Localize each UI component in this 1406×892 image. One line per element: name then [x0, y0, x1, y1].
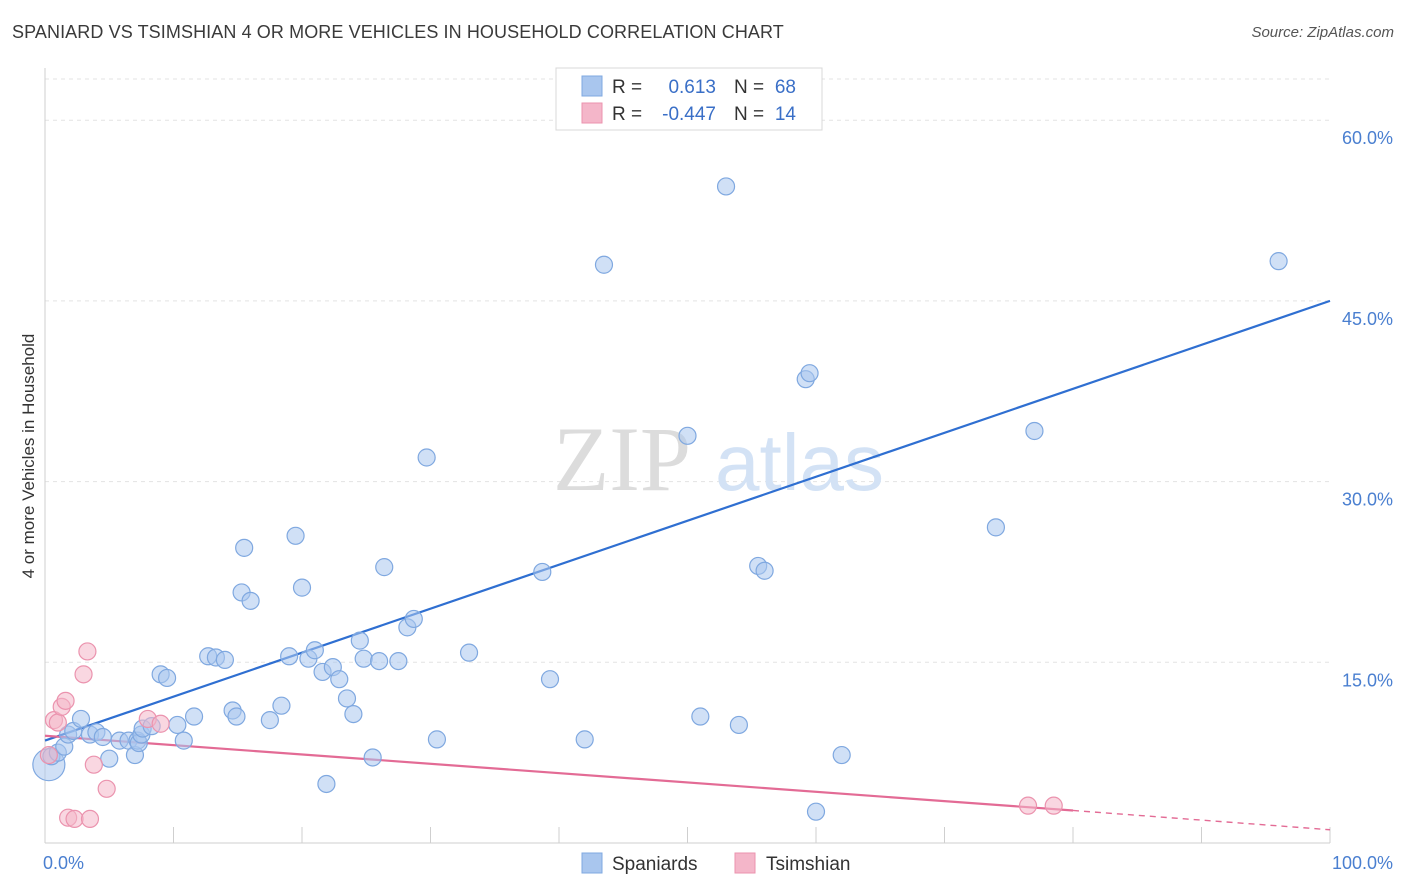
point-spaniards-59	[594, 255, 614, 274]
stats-r-label-spaniards: R =	[612, 77, 642, 98]
point-tsimshian-8	[78, 642, 97, 661]
point-spaniards-50	[389, 651, 408, 671]
point-spaniards-63	[729, 715, 749, 735]
point-spaniards-47	[363, 748, 382, 767]
point-spaniards-23	[184, 707, 204, 726]
point-spaniards-20	[157, 668, 177, 688]
point-tsimshian-7	[74, 665, 93, 684]
y-tick-label-0: 15.0%	[1342, 670, 1393, 690]
trend-lines	[44, 299, 1331, 831]
chart-title: SPANIARD VS TSIMSHIAN 4 OR MORE VEHICLES…	[12, 22, 784, 42]
point-spaniards-40	[317, 774, 336, 794]
point-tsimshian-2	[48, 713, 67, 732]
point-spaniards-60	[678, 426, 697, 445]
trend-line-0	[44, 299, 1331, 742]
grid-lines	[45, 78, 1330, 663]
legend-swatch-tsimshian	[734, 852, 756, 874]
stats-r-value-tsimshian: -0.447	[662, 104, 716, 125]
point-spaniards-58	[575, 730, 594, 749]
watermark: ZIP atlas	[553, 408, 884, 510]
point-spaniards-38	[305, 641, 324, 660]
point-spaniards-6	[71, 709, 91, 729]
point-spaniards-68	[806, 802, 826, 821]
point-spaniards-28	[227, 707, 246, 726]
point-spaniards-71	[1025, 421, 1044, 441]
y-axis-title: 4 or more Vehicles in Household	[19, 334, 38, 579]
point-spaniards-70	[986, 518, 1006, 537]
point-spaniards-57	[540, 670, 560, 689]
bottom-legend: Spaniards Tsimshian	[581, 852, 850, 875]
stats-swatch-tsimshian	[581, 102, 603, 124]
point-tsimshian-11	[97, 779, 116, 798]
point-spaniards-30	[235, 538, 254, 557]
point-spaniards-26	[215, 650, 234, 669]
data-points	[32, 177, 1288, 829]
point-spaniards-45	[350, 631, 369, 650]
legend-label-spaniards: Spaniards	[612, 854, 698, 875]
x-tick-label-1: 100.0%	[1332, 853, 1393, 873]
stats-legend: R = 0.613 N = 68 R = -0.447 N = 14	[555, 67, 823, 131]
stats-r-label-tsimshian: R =	[612, 104, 642, 125]
axes: 15.0% 30.0% 45.0% 60.0% 0.0% 100.0%	[43, 68, 1393, 873]
y-tick-label-3: 60.0%	[1342, 128, 1393, 148]
y-tick-label-2: 45.0%	[1342, 309, 1393, 329]
point-spaniards-9	[93, 727, 112, 747]
point-spaniards-44	[344, 704, 363, 724]
x-tick-label-0: 0.0%	[43, 853, 84, 873]
point-tsimshian-6	[65, 809, 84, 829]
stats-r-value-spaniards: 0.613	[668, 77, 716, 98]
point-spaniards-35	[286, 526, 305, 545]
y-tick-label-1: 30.0%	[1342, 490, 1393, 510]
point-spaniards-43	[337, 689, 357, 708]
point-spaniards-48	[370, 651, 389, 671]
point-spaniards-46	[354, 649, 373, 668]
stats-swatch-spaniards	[581, 75, 603, 97]
legend-label-tsimshian: Tsimshian	[766, 854, 850, 875]
point-spaniards-34	[280, 647, 299, 666]
point-tsimshian-4	[56, 691, 75, 710]
trend-line-1	[44, 734, 1074, 812]
point-spaniards-42	[330, 670, 349, 689]
point-spaniards-61	[691, 707, 710, 726]
trend-line-dashed-1	[1072, 809, 1331, 831]
stats-n-value-tsimshian: 14	[775, 104, 797, 125]
point-spaniards-69	[832, 745, 851, 765]
point-spaniards-10	[100, 749, 119, 768]
point-spaniards-21	[168, 715, 187, 735]
source-label: Source: ZipAtlas.com	[1251, 24, 1394, 41]
point-spaniards-31	[241, 591, 260, 610]
stats-n-label-tsimshian: N =	[734, 104, 764, 125]
point-spaniards-52	[404, 609, 423, 629]
watermark-zip: ZIP	[553, 408, 691, 510]
point-spaniards-65	[755, 561, 774, 580]
stats-n-value-spaniards: 68	[775, 77, 796, 98]
point-tsimshian-0	[39, 745, 58, 765]
point-spaniards-36	[292, 578, 312, 597]
point-spaniards-72	[1269, 252, 1288, 271]
point-spaniards-55	[459, 643, 479, 662]
point-tsimshian-9	[80, 809, 100, 829]
stats-n-label-spaniards: N =	[734, 77, 764, 98]
legend-swatch-spaniards	[581, 852, 603, 874]
point-spaniards-33	[272, 696, 291, 715]
point-tsimshian-10	[84, 755, 103, 774]
point-spaniards-56	[533, 562, 552, 582]
point-spaniards-22	[174, 731, 193, 750]
point-spaniards-53	[417, 448, 436, 467]
point-tsimshian-13	[151, 714, 170, 733]
point-tsimshian-15	[1044, 796, 1063, 815]
point-spaniards-49	[375, 558, 394, 577]
point-spaniards-67	[800, 364, 819, 383]
point-spaniards-32	[260, 711, 279, 730]
point-spaniards-54	[427, 730, 447, 749]
point-spaniards-62	[716, 177, 736, 196]
point-tsimshian-14	[1018, 796, 1038, 815]
